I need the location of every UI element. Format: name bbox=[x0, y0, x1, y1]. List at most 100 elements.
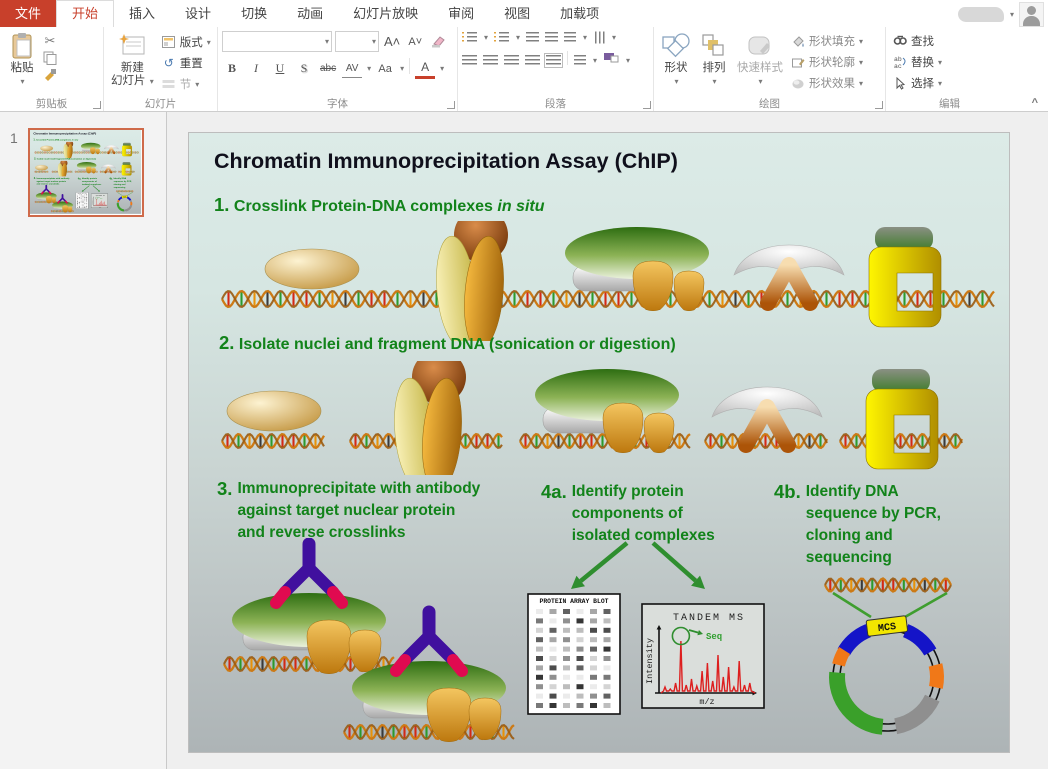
step1-text[interactable]: 1. Crosslink Protein-DNA complexes in si… bbox=[214, 194, 544, 216]
font-name-combo[interactable]: ▾ bbox=[222, 31, 332, 52]
character-spacing-button[interactable]: AV bbox=[342, 59, 363, 78]
arrange-button[interactable]: 排列 ▾ bbox=[696, 30, 732, 89]
find-button[interactable]: 查找 bbox=[890, 31, 944, 51]
new-slide-button[interactable]: 新建 幻灯片 ▾ bbox=[108, 30, 157, 89]
align-center-icon[interactable] bbox=[483, 54, 498, 66]
paste-dropdown-icon[interactable]: ▾ bbox=[20, 77, 25, 86]
tab-insert[interactable]: 插入 bbox=[129, 6, 156, 21]
user-avatar[interactable] bbox=[1019, 2, 1044, 27]
account-name-placeholder[interactable] bbox=[957, 7, 1004, 22]
step4b-text[interactable]: 4b. Identify DNA sequence by PCR, clonin… bbox=[774, 481, 941, 569]
crosslinked-dna-figure[interactable] bbox=[34, 141, 140, 159]
reset-button[interactable]: ↺ 重置 bbox=[159, 53, 213, 73]
line-spacing-icon[interactable] bbox=[564, 32, 577, 43]
replace-button[interactable]: ab ac 替换 ▾ bbox=[890, 52, 944, 72]
justify-icon[interactable] bbox=[525, 54, 540, 66]
drawing-dialog-launcher[interactable] bbox=[875, 101, 883, 109]
font-dialog-launcher[interactable] bbox=[447, 101, 455, 109]
copy-icon[interactable] bbox=[42, 50, 58, 66]
svg-text:TANDEM MS: TANDEM MS bbox=[673, 613, 745, 624]
group-paragraph: ▾ ▾ ▾ ▾ ▾ ▾ 段落 bbox=[458, 27, 654, 111]
protein-array-blot-figure[interactable]: PROTEIN ARRAY BLOT bbox=[75, 192, 89, 209]
cut-icon[interactable]: ✂ bbox=[44, 33, 56, 48]
step1-text[interactable]: 1. Crosslink Protein-DNA complexes in si… bbox=[33, 138, 78, 141]
section-button[interactable]: 节 ▾ bbox=[159, 74, 213, 94]
select-dropdown-icon: ▾ bbox=[938, 78, 943, 88]
step4a-arrows[interactable] bbox=[79, 185, 104, 193]
tab-review[interactable]: 审阅 bbox=[448, 6, 475, 21]
tab-animations[interactable]: 动画 bbox=[297, 6, 324, 21]
plasmid-cloning-figure[interactable]: MCS bbox=[815, 569, 963, 745]
quick-styles-button[interactable]: 快速样式 ▾ bbox=[734, 30, 786, 89]
quick-styles-icon bbox=[745, 31, 775, 61]
tab-slideshow[interactable]: 幻灯片放映 bbox=[353, 6, 419, 21]
tab-file[interactable]: 文件 bbox=[0, 0, 57, 27]
grow-font-button[interactable]: A˄ bbox=[384, 34, 401, 49]
bold-button[interactable]: B bbox=[227, 61, 236, 75]
step3-line2: against target nuclear protein bbox=[237, 502, 456, 519]
font-size-combo[interactable]: ▾ bbox=[335, 31, 379, 52]
tab-view[interactable]: 视图 bbox=[504, 6, 531, 21]
new-slide-dropdown-icon[interactable]: ▾ bbox=[149, 77, 154, 86]
fragmented-dna-figure[interactable] bbox=[217, 361, 1001, 475]
step4b-line1: Identify DNA bbox=[113, 177, 127, 180]
protein-array-blot-figure[interactable]: PROTEIN ARRAY BLOT bbox=[527, 593, 621, 715]
crosslinked-dna-figure[interactable] bbox=[217, 221, 1001, 341]
select-button[interactable]: 选择 ▾ bbox=[890, 73, 944, 93]
shape-effects-button[interactable]: 形状效果 ▾ bbox=[788, 73, 865, 93]
step2-text[interactable]: 2. Isolate nuclei and fragment DNA (soni… bbox=[219, 332, 676, 354]
account-dropdown-icon[interactable]: ▾ bbox=[1009, 10, 1014, 19]
layout-button[interactable]: 版式 ▾ bbox=[159, 32, 213, 52]
shape-outline-button[interactable]: 形状轮廓 ▾ bbox=[788, 52, 865, 72]
step4b-text[interactable]: 4b. Identify DNA sequence by PCR, clonin… bbox=[109, 177, 132, 189]
shrink-font-button[interactable]: A˅ bbox=[408, 35, 423, 48]
increase-indent-icon[interactable] bbox=[545, 32, 559, 43]
clipboard-dialog-launcher[interactable] bbox=[93, 101, 101, 109]
step4a-text[interactable]: 4a. Identify protein components of isola… bbox=[78, 177, 102, 186]
slide-canvas[interactable]: Chromatin Immunoprecipitation Assay (ChI… bbox=[189, 133, 1009, 752]
columns-icon[interactable] bbox=[574, 54, 586, 66]
format-painter-icon[interactable] bbox=[42, 67, 58, 83]
decrease-indent-icon[interactable] bbox=[526, 32, 540, 43]
tab-home[interactable]: 开始 bbox=[56, 0, 115, 27]
change-case-button[interactable]: Aa bbox=[378, 62, 392, 75]
slide-thumbnail[interactable]: Chromatin Immunoprecipitation Assay (ChI… bbox=[28, 128, 144, 217]
smartart-icon[interactable] bbox=[603, 51, 619, 69]
tab-transitions[interactable]: 切换 bbox=[241, 6, 268, 21]
tab-addins[interactable]: 加载项 bbox=[560, 6, 600, 21]
shapes-button[interactable]: 形状 ▾ bbox=[658, 30, 694, 89]
numbering-icon[interactable] bbox=[494, 32, 510, 43]
clear-formatting-button[interactable] bbox=[428, 33, 448, 51]
plasmid-cloning-figure[interactable]: MCS bbox=[115, 189, 135, 213]
fragmented-dna-figure[interactable] bbox=[34, 160, 140, 177]
step2-text[interactable]: 2. Isolate nuclei and fragment DNA (soni… bbox=[34, 157, 96, 160]
slide-title[interactable]: Chromatin Immunoprecipitation Assay (ChI… bbox=[33, 132, 97, 136]
bullets-icon[interactable] bbox=[462, 32, 477, 43]
paragraph-dialog-launcher[interactable] bbox=[643, 101, 651, 109]
distribute-icon[interactable] bbox=[544, 52, 563, 68]
align-left-icon[interactable] bbox=[462, 54, 477, 66]
antibody-immunoprecipitation-figure[interactable] bbox=[32, 184, 77, 214]
slide-title[interactable]: Chromatin Immunoprecipitation Assay (ChI… bbox=[214, 149, 678, 173]
step3-text[interactable]: 3. Immunoprecipitate with antibody again… bbox=[217, 478, 480, 544]
paste-button[interactable]: 粘贴 ▾ bbox=[4, 30, 40, 89]
step4a-text[interactable]: 4a. Identify protein components of isola… bbox=[541, 481, 715, 547]
shape-fill-button[interactable]: 形状填充 ▾ bbox=[788, 31, 865, 51]
tab-design[interactable]: 设计 bbox=[185, 6, 212, 21]
step3-text[interactable]: 3. Immunoprecipitate with antibody again… bbox=[34, 177, 70, 186]
step4a-arrows[interactable] bbox=[547, 539, 732, 599]
select-icon bbox=[892, 75, 908, 91]
text-direction-icon[interactable] bbox=[593, 31, 605, 44]
align-right-icon[interactable] bbox=[504, 54, 519, 66]
strikethrough-button[interactable]: abc bbox=[320, 63, 337, 74]
text-shadow-button[interactable]: S bbox=[300, 61, 308, 75]
italic-button[interactable]: I bbox=[254, 61, 258, 75]
slide-workspace[interactable]: Chromatin Immunoprecipitation Assay (ChI… bbox=[167, 112, 1048, 769]
collapse-ribbon-icon[interactable]: ^ bbox=[1031, 97, 1038, 109]
slide-canvas[interactable]: Chromatin Immunoprecipitation Assay (ChI… bbox=[30, 130, 142, 214]
antibody-immunoprecipitation-figure[interactable] bbox=[204, 538, 534, 750]
font-color-button[interactable]: A bbox=[415, 58, 436, 79]
underline-button[interactable]: U bbox=[275, 61, 285, 75]
